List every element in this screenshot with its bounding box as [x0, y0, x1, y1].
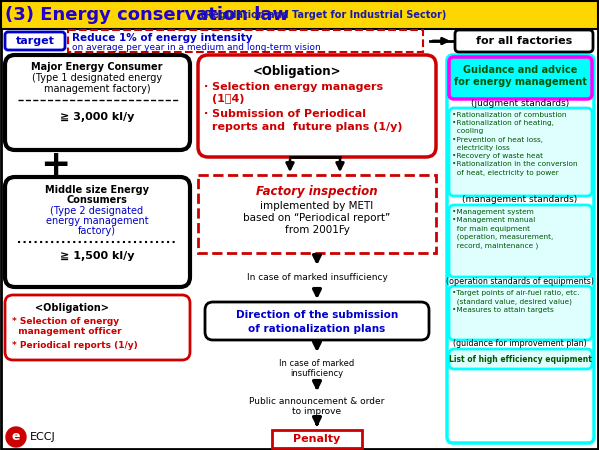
Bar	[272, 430, 362, 448]
Text: Consumers: Consumers	[66, 195, 128, 205]
Text: reports and  future plans (1/y): reports and future plans (1/y)	[212, 122, 403, 132]
Text: ≧ 3,000 kl/y: ≧ 3,000 kl/y	[60, 112, 134, 122]
Text: of rationalization plans: of rationalization plans	[249, 324, 386, 334]
Text: Middle size Energy: Middle size Energy	[45, 185, 149, 195]
Bar	[198, 175, 436, 253]
Text: In case of marked insufficiency: In case of marked insufficiency	[247, 274, 388, 283]
FancyBboxPatch shape	[449, 108, 592, 196]
Text: for energy management: for energy management	[453, 77, 586, 87]
Text: In case of marked: In case of marked	[279, 359, 355, 368]
Text: (3) Energy conservation law: (3) Energy conservation law	[5, 6, 289, 24]
Text: <Obligation>: <Obligation>	[253, 66, 341, 78]
FancyBboxPatch shape	[5, 295, 190, 360]
Text: on average per year in a medium and long-term vision: on average per year in a medium and long…	[72, 42, 320, 51]
FancyBboxPatch shape	[455, 30, 593, 52]
Text: <Obligation>: <Obligation>	[35, 303, 109, 313]
Text: ECCJ: ECCJ	[30, 432, 56, 442]
Text: Major Energy Consumer: Major Energy Consumer	[31, 62, 163, 72]
Text: target: target	[16, 36, 55, 46]
Text: (operation standards of equipments): (operation standards of equipments)	[446, 276, 594, 285]
Text: (judgment standards): (judgment standards)	[471, 99, 569, 108]
Text: management officer: management officer	[12, 328, 122, 337]
Text: •Rationalization of combustion
•Rationalization of heating,
  cooling
•Preventio: •Rationalization of combustion •Rational…	[452, 112, 577, 176]
Bar	[1, 1, 598, 29]
Text: Public announcement & order: Public announcement & order	[249, 396, 385, 405]
FancyBboxPatch shape	[449, 205, 592, 277]
Text: Direction of the submission: Direction of the submission	[236, 310, 398, 320]
Text: energy management: energy management	[46, 216, 149, 226]
Text: management factory): management factory)	[44, 84, 150, 94]
Text: +: +	[40, 148, 70, 182]
FancyBboxPatch shape	[5, 177, 190, 287]
FancyBboxPatch shape	[5, 55, 190, 150]
Text: (management standards): (management standards)	[462, 195, 577, 204]
Text: Factory inspection: Factory inspection	[256, 185, 378, 198]
FancyBboxPatch shape	[449, 349, 592, 369]
Text: Guidance and advice: Guidance and advice	[463, 65, 577, 75]
FancyBboxPatch shape	[449, 57, 592, 99]
Text: ≧ 1,500 kl/y: ≧ 1,500 kl/y	[60, 251, 134, 261]
Text: Reduce 1% of energy intensity: Reduce 1% of energy intensity	[72, 33, 253, 43]
Text: Penalty: Penalty	[294, 434, 341, 444]
Text: * Selection of energy: * Selection of energy	[12, 316, 119, 325]
Text: implemented by METI: implemented by METI	[261, 201, 374, 211]
Text: insufficiency: insufficiency	[291, 369, 344, 378]
Text: * Periodical reports (1/y): * Periodical reports (1/y)	[12, 342, 138, 351]
Text: to improve: to improve	[292, 406, 341, 415]
Text: based on “Periodical report”: based on “Periodical report”	[243, 213, 391, 223]
Bar	[68, 30, 423, 52]
Text: e: e	[12, 431, 20, 444]
Text: factory): factory)	[78, 226, 116, 236]
Text: List of high efficiency equipment: List of high efficiency equipment	[449, 355, 591, 364]
Text: (Type 1 designated energy: (Type 1 designated energy	[32, 73, 162, 83]
FancyBboxPatch shape	[198, 55, 436, 157]
Text: (guidance for improvement plan): (guidance for improvement plan)	[453, 338, 587, 347]
Text: from 2001Fy: from 2001Fy	[285, 225, 349, 235]
Text: •Target points of air-fuel ratio, etc.
  (standard value, desired value)
•Measur: •Target points of air-fuel ratio, etc. (…	[452, 290, 579, 313]
Text: · Submission of Periodical: · Submission of Periodical	[204, 109, 366, 119]
FancyBboxPatch shape	[447, 55, 594, 443]
Text: · Selection energy managers: · Selection energy managers	[204, 82, 383, 92]
Text: for all factories: for all factories	[476, 36, 572, 46]
Text: (Regulation and Target for Industrial Sector): (Regulation and Target for Industrial Se…	[197, 10, 446, 20]
Text: (Type 2 designated: (Type 2 designated	[50, 206, 144, 216]
Circle shape	[6, 427, 26, 447]
Text: (1（4): (1（4)	[212, 94, 244, 104]
FancyBboxPatch shape	[449, 286, 592, 340]
FancyBboxPatch shape	[205, 302, 429, 340]
FancyBboxPatch shape	[5, 32, 65, 50]
Text: •Management system
•Management manual
  for main equipment
  (operation, measure: •Management system •Management manual fo…	[452, 209, 553, 249]
